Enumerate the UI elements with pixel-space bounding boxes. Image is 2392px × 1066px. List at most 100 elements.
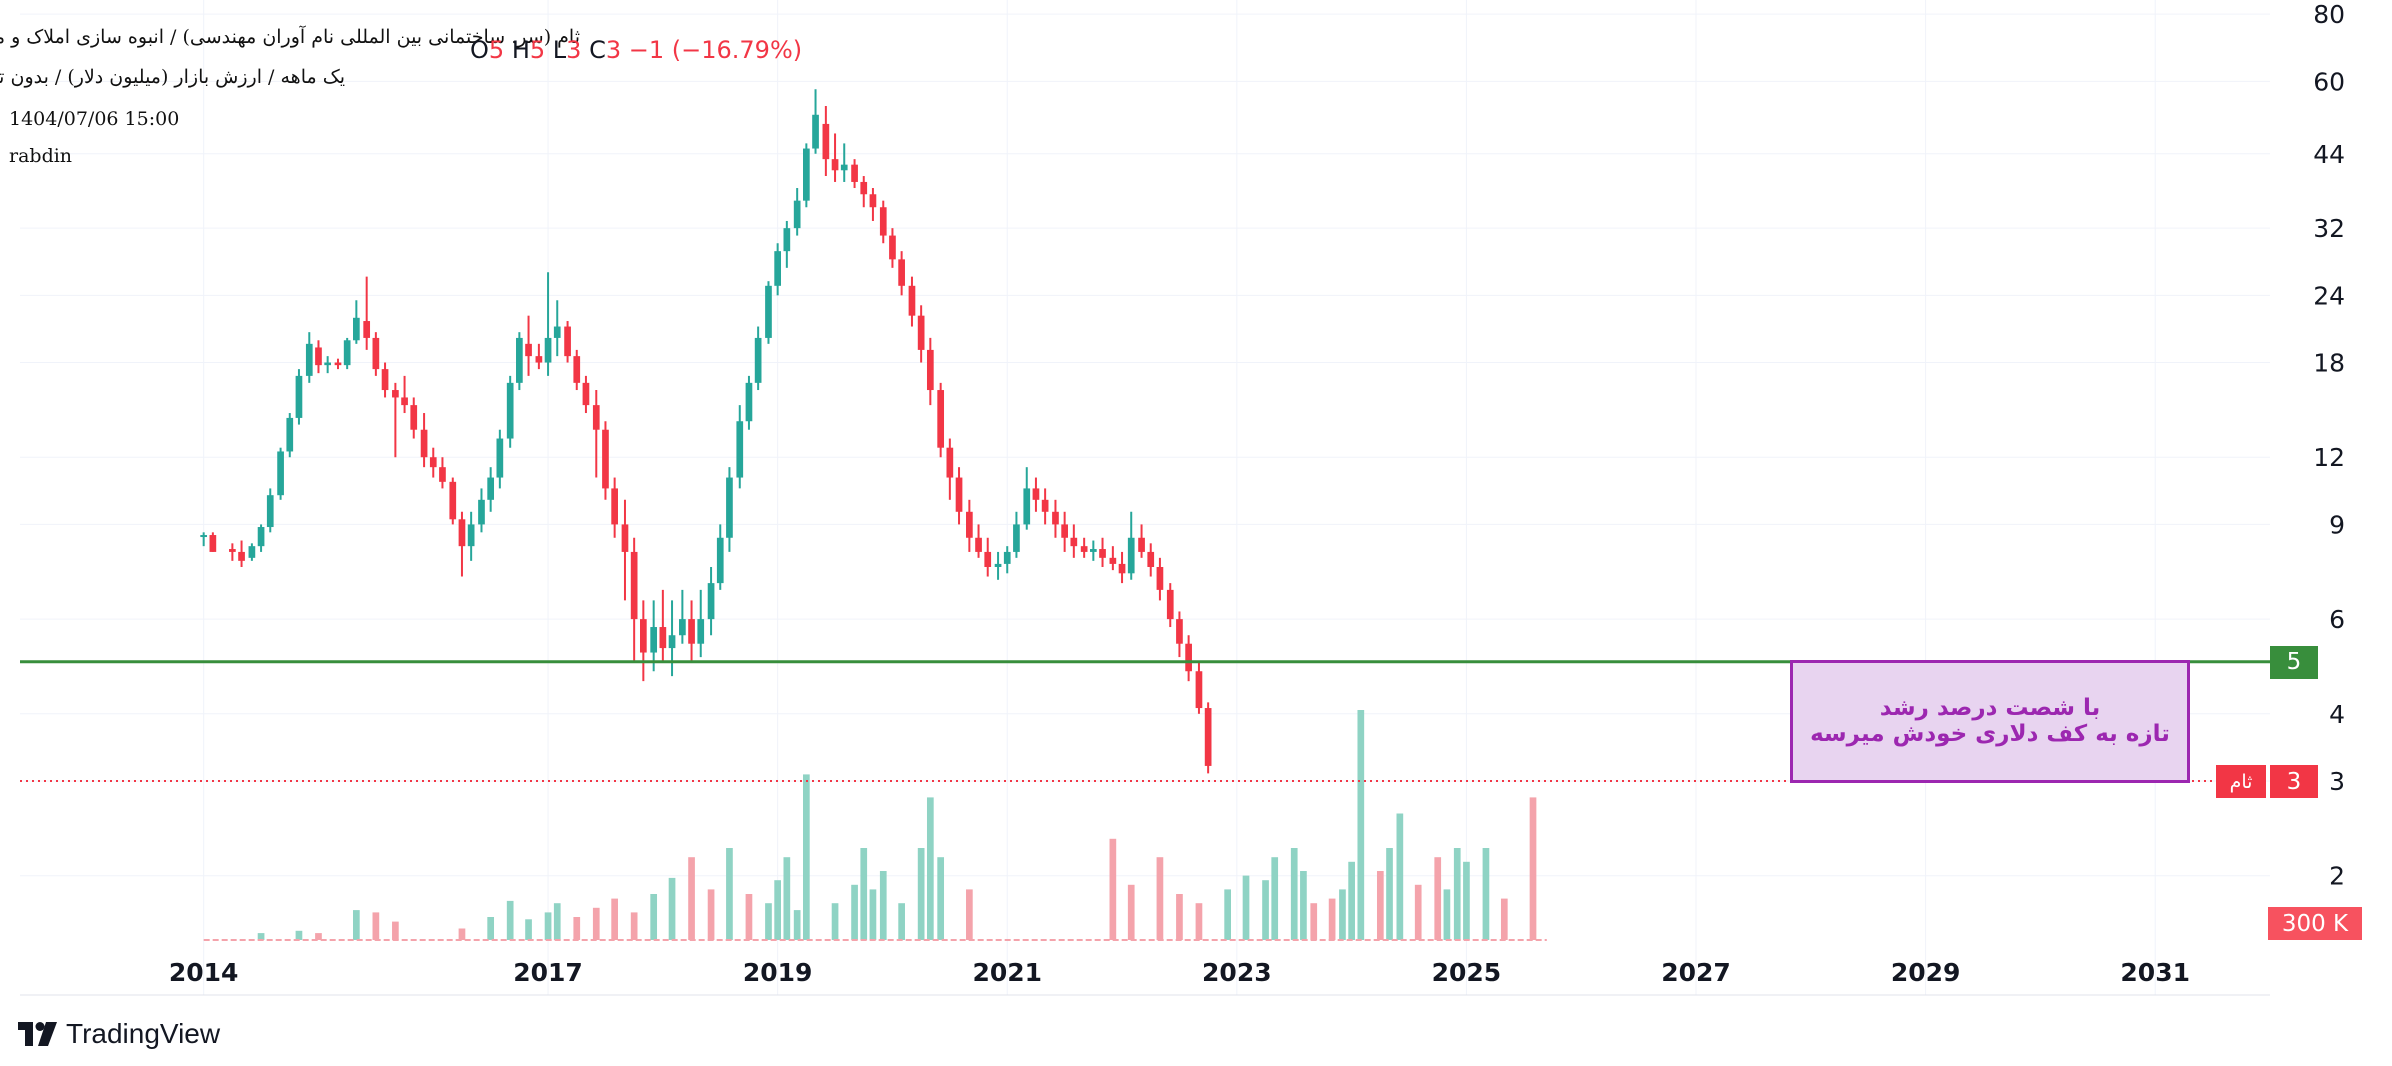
- volume-bar: [1109, 838, 1117, 940]
- candle-body: [966, 511, 973, 538]
- volume-bar: [898, 903, 905, 940]
- y-tick-label: 80: [2313, 0, 2345, 29]
- volume-bar: [1443, 889, 1451, 940]
- volume-bar: [295, 930, 303, 940]
- candle-body: [630, 551, 638, 620]
- candle-body: [496, 438, 504, 478]
- candle-body: [1185, 643, 1192, 672]
- volume-bar: [926, 797, 934, 940]
- legend-l-value: 3: [566, 36, 582, 64]
- volume-bar: [630, 912, 638, 940]
- chart-title: ثام (سر. ساختمانی بین المللی نام آوران م…: [0, 26, 580, 48]
- candle-body: [812, 114, 819, 149]
- volume-bar: [668, 877, 676, 940]
- tradingview-logo[interactable]: TradingView: [18, 1018, 220, 1050]
- candle-body: [573, 356, 581, 383]
- volume-bar: [650, 894, 658, 940]
- volume-bar: [860, 848, 868, 940]
- x-tick-label: 2029: [1891, 958, 1961, 987]
- legend-c-value: 3: [605, 36, 622, 64]
- candle-body: [343, 340, 351, 366]
- tradingview-wordmark: TradingView: [66, 1018, 221, 1049]
- candle-body: [248, 546, 256, 558]
- candle-body: [860, 181, 868, 195]
- volume-bar: [745, 894, 753, 940]
- candle-body: [372, 337, 380, 370]
- y-tick-label: 4: [2329, 700, 2345, 729]
- candle-body: [783, 228, 791, 252]
- x-tick-label: 2014: [169, 958, 239, 987]
- candle-body: [449, 481, 457, 520]
- candle-body: [898, 259, 905, 286]
- volume-bar: [1310, 903, 1318, 940]
- volume-bar: [1176, 894, 1183, 940]
- candle-body: [458, 519, 466, 547]
- candle-body: [1041, 499, 1049, 512]
- candle-body: [1204, 708, 1212, 766]
- candle-body: [315, 347, 322, 366]
- candle-body: [1176, 619, 1183, 644]
- candle-body: [1127, 537, 1135, 574]
- candle-body: [592, 405, 600, 430]
- volume-bar: [707, 889, 715, 940]
- candle-body: [334, 362, 342, 366]
- candle-body: [544, 337, 552, 363]
- candle-body: [200, 535, 208, 538]
- volume-bar: [1156, 857, 1164, 940]
- candle-body: [917, 315, 925, 350]
- volume-bar: [765, 903, 772, 940]
- volume-bar: [1242, 875, 1250, 940]
- candle-body: [602, 429, 609, 489]
- y-tick-label: 32: [2313, 214, 2345, 243]
- volume-bar: [793, 910, 801, 940]
- candle-body: [650, 627, 658, 653]
- x-tick-label: 2017: [513, 958, 583, 987]
- volume-bar: [487, 917, 495, 940]
- legend-change: −1 (−16.79%): [628, 36, 803, 64]
- candle-body: [851, 164, 858, 182]
- candle-body: [726, 477, 733, 538]
- y-tick-label: 6: [2329, 605, 2345, 634]
- volume-tag: 300 K: [2268, 907, 2362, 940]
- candle-body: [1003, 551, 1011, 564]
- legend-h-value: 5: [529, 36, 546, 64]
- candle-body: [668, 635, 676, 649]
- candle-body: [621, 524, 629, 552]
- ohlc-legend: O5 H5 L3 C3 −1 (−16.79%): [470, 36, 802, 64]
- volume-bar: [1300, 871, 1307, 940]
- volume-bar: [879, 871, 887, 940]
- candle-body: [1147, 551, 1155, 568]
- volume-bar: [851, 884, 858, 940]
- candle-body: [831, 159, 839, 171]
- candle-body: [908, 285, 916, 316]
- tradingview-icon: [18, 1022, 57, 1046]
- legend-c-label: C: [589, 36, 606, 64]
- volume-bar: [1339, 889, 1346, 940]
- candle-body: [277, 451, 284, 496]
- x-tick-label: 2019: [743, 958, 813, 987]
- chart-datetime: 1404/07/06 15:00: [9, 108, 180, 130]
- candle-body: [1013, 524, 1020, 552]
- candle-body: [688, 619, 695, 644]
- candle-body: [295, 375, 303, 418]
- x-tick-label: 2021: [972, 958, 1042, 987]
- candle-body: [582, 382, 590, 406]
- candle-body: [946, 447, 954, 478]
- candle-body: [639, 619, 647, 653]
- candle-body: [229, 549, 236, 552]
- symbol-price-tag: ثام: [2216, 765, 2266, 798]
- legend-l-label: L: [552, 36, 567, 64]
- candle-body: [1138, 537, 1145, 552]
- volume-bar: [553, 903, 561, 940]
- volume-bar: [1271, 857, 1279, 940]
- candle-body: [840, 164, 848, 171]
- candle-body: [707, 583, 715, 620]
- candle-body: [984, 551, 992, 568]
- volume-bar: [392, 921, 399, 940]
- candle-body: [467, 524, 475, 547]
- annotation-box[interactable]: با شصت درصد رشد تازه به کف دلاری خودش می…: [1790, 659, 2190, 783]
- y-tick-label: 2: [2329, 862, 2345, 891]
- candle-body: [381, 369, 389, 391]
- chart-area[interactable]: [20, 0, 2270, 995]
